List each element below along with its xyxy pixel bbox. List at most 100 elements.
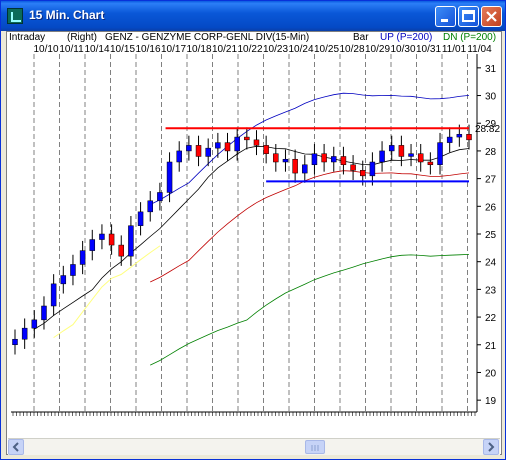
down-price-bar (292, 158, 298, 174)
up-price-bar (21, 327, 28, 340)
down-price-bar (359, 170, 366, 177)
y-tick-label: 19 (485, 396, 497, 407)
up-price-bar (128, 225, 134, 257)
down-price-bar (427, 161, 434, 166)
slow-moving-average (150, 170, 470, 283)
up-price-bar (437, 142, 443, 166)
down-price-bar (263, 145, 269, 154)
x-tick-label: 10/17 (161, 44, 186, 55)
x-tick-label: 10/10 (33, 44, 58, 55)
down-price-bar (398, 145, 405, 157)
x-tick-label: 10/28 (339, 44, 364, 55)
up-price-bar (379, 150, 385, 163)
up-price-bar (186, 145, 192, 152)
down-price-bar (273, 153, 279, 163)
down-price-bar (244, 136, 250, 141)
y-tick-label: 24 (485, 258, 497, 269)
scroll-thumb[interactable] (305, 440, 325, 454)
up-price-bar (205, 147, 211, 157)
up-price-bar (166, 161, 173, 193)
up-price-bar (147, 200, 153, 213)
down-price-bar (350, 164, 356, 171)
up-price-bar (137, 211, 144, 226)
up-price-bar (234, 136, 240, 152)
x-tick-label: 10/24 (288, 44, 313, 55)
symbol-label: GENZ - GENZYME CORP-GENL DIV (105, 32, 273, 43)
up-price-bar (176, 150, 182, 163)
up-price-bar (302, 164, 308, 174)
up-price-bar (456, 134, 463, 138)
y-tick-label: 27 (485, 175, 497, 186)
down-price-bar (321, 153, 327, 163)
y-tick-label: 31 (485, 64, 497, 75)
up-price-bar (89, 239, 96, 251)
y-tick-label: 21 (485, 341, 497, 352)
style-label: Bar (353, 32, 369, 43)
up-price-bar (311, 153, 318, 166)
up-price-bar (50, 283, 57, 307)
scroll-left-icon[interactable] (8, 439, 24, 455)
dn-band-legend: DN (P=200) (443, 32, 497, 43)
up-price-bar (12, 338, 18, 346)
down-price-bar (224, 142, 231, 152)
y-tick-label: 23 (485, 285, 497, 296)
up-price-bar (331, 156, 337, 163)
y-tick-label: 30 (485, 92, 497, 103)
x-tick-label: 11/04 (467, 44, 492, 55)
up-price-bar (41, 305, 47, 321)
y-tick-label: 25 (485, 230, 497, 241)
x-tick-label: 10/29 (365, 44, 390, 55)
y-tick-label: 22 (485, 313, 497, 324)
down-price-bar (417, 153, 424, 163)
x-tick-label: 10/30 (390, 44, 415, 55)
up-price-bar (79, 250, 86, 265)
up-price-bar (70, 264, 76, 276)
down-price-bar (466, 134, 472, 141)
price-chart[interactable]: 10/10 10/11 10/14 10/15 10/16 10/17 10/18 10/21… (7, 32, 501, 437)
up-price-bar (215, 142, 221, 149)
down-price-bar (108, 233, 115, 246)
x-tick-label: 10/16 (135, 44, 160, 55)
up-price-bar (157, 192, 163, 202)
horizontal-scrollbar[interactable] (8, 438, 500, 455)
x-tick-label: 10/25 (314, 44, 339, 55)
x-tick-label: 10/21 (212, 44, 237, 55)
up-price-bar (388, 145, 395, 152)
chart-panel[interactable]: Intraday (Right) GENZ - GENZYME CORP-GEN… (6, 31, 502, 455)
down-price-bar (195, 145, 202, 157)
chart-app-icon[interactable] (7, 8, 23, 24)
up-price-bar (369, 161, 376, 177)
up-price-bar (408, 153, 414, 157)
x-tick-label: 11/01 (442, 44, 467, 55)
title-bar[interactable]: 15 Min. Chart (1, 1, 505, 31)
down-price-bar (340, 156, 347, 166)
x-tick-label: 10/15 (110, 44, 135, 55)
last-price-label: 28.82 (475, 124, 500, 135)
minimize-icon[interactable] (435, 6, 456, 27)
up-price-bar (31, 319, 38, 329)
fast-moving-average (34, 145, 470, 330)
scale-label: (Right) (67, 32, 98, 43)
scroll-right-icon[interactable] (483, 439, 499, 455)
down-price-bar (253, 139, 260, 146)
up-price-bar (60, 275, 67, 285)
lower-band (150, 254, 470, 366)
x-tick-label: 10/11 (59, 44, 84, 55)
y-tick-label: 20 (485, 368, 497, 379)
mode-label: Intraday (9, 32, 46, 43)
x-tick-label: 10/31 (416, 44, 441, 55)
interval-label: (15-Min) (272, 32, 310, 43)
y-tick-label: 28 (485, 147, 497, 158)
y-tick-label: 26 (485, 202, 497, 213)
maximize-icon[interactable] (458, 6, 479, 27)
window-title: 15 Min. Chart (29, 8, 105, 22)
up-price-bar (446, 136, 453, 143)
up-price-bar (99, 233, 105, 240)
x-tick-label: 10/23 (263, 44, 288, 55)
x-tick-label: 10/22 (237, 44, 262, 55)
y-tick-label: 29 (485, 119, 497, 130)
trend-line (53, 245, 161, 339)
upper-band (150, 92, 470, 205)
close-icon[interactable] (481, 6, 502, 27)
